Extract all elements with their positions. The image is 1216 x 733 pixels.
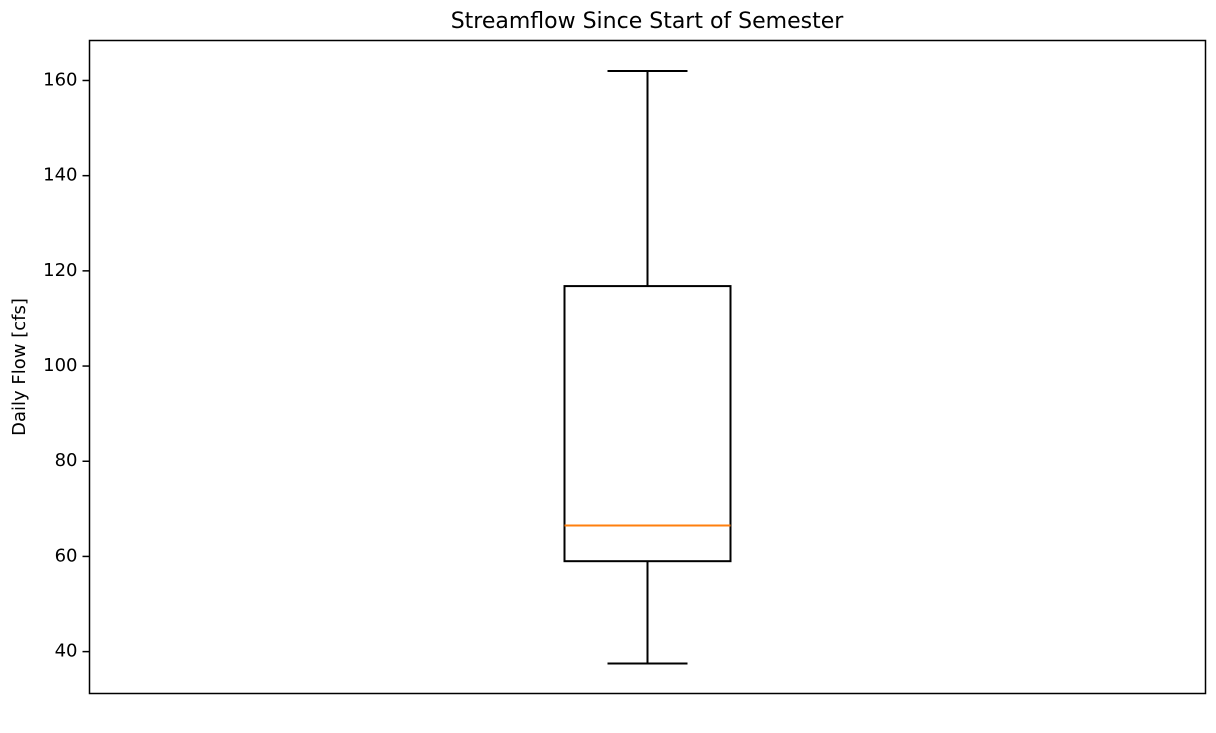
y-axis-ticks: 40 60 80 100 120 140 160	[43, 69, 90, 662]
chart-title: Streamflow Since Start of Semester	[451, 9, 845, 34]
y-tick-label: 60	[55, 545, 78, 566]
y-tick-label: 140	[43, 165, 77, 186]
y-tick-label: 120	[43, 260, 77, 281]
y-tick-label: 160	[43, 69, 77, 90]
y-tick-label: 40	[55, 641, 78, 662]
plot-area-frame	[88, 39, 1207, 695]
box-plot	[563, 69, 732, 665]
y-tick-label: 100	[43, 355, 77, 376]
y-axis-label-group: Daily Flow [cfs]	[9, 298, 30, 436]
interquartile-box	[563, 285, 732, 563]
y-tick-label: 80	[55, 450, 78, 471]
y-axis-label: Daily Flow [cfs]	[9, 298, 30, 436]
